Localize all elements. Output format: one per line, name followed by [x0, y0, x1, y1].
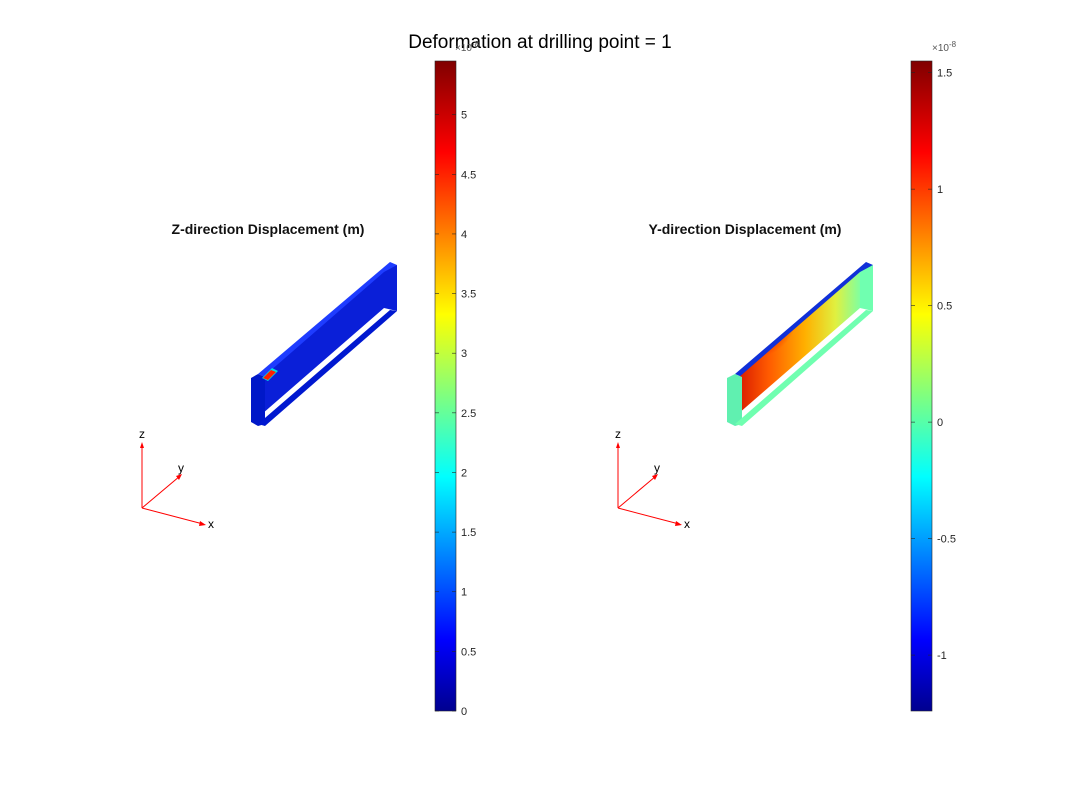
- triad-x-axis: [617, 507, 680, 525]
- figure-title: Deformation at drilling point = 1: [408, 32, 672, 53]
- triad-z-label: z: [615, 427, 621, 441]
- triad-y-label: y: [654, 461, 660, 475]
- colorbar-tick-label: 2.5: [461, 408, 476, 420]
- colorbar-tick-label: 3.5: [461, 289, 476, 301]
- colorbar: -1 -0.5 0 0.5 1 1.5 ×10-8: [910, 40, 957, 712]
- colorbar-tick-label: 0: [461, 706, 467, 718]
- panel-y-displacement: Y-direction Displacement (m) -1 -0.5 0 0.5 1…: [615, 40, 957, 712]
- axis-triad: z x y: [139, 427, 214, 531]
- beam-model: [251, 262, 397, 426]
- triad-y-axis: [141, 475, 181, 509]
- colorbar-tick-label: 1.5: [461, 527, 476, 539]
- beam-far-end: [860, 265, 873, 311]
- axis-triad: z x y: [615, 427, 690, 531]
- beam-bottom-flange: [258, 310, 397, 426]
- triad-x-axis: [141, 507, 204, 525]
- colorbar-tick-label: 1: [937, 184, 943, 196]
- colorbar-tick-label: 2: [461, 467, 467, 479]
- beam-web: [262, 272, 384, 414]
- triad-x-arrow: [675, 521, 682, 526]
- triad-z-arrow: [140, 442, 144, 448]
- colorbar-tick-label: 4: [461, 229, 467, 241]
- colorbar-gradient: [910, 60, 933, 712]
- colorbar-ticks: 0 0.5 1 1.5 2 2.5 3 3.5 4 4.5 5: [435, 110, 476, 718]
- colorbar-tick-label: 1.5: [937, 68, 952, 80]
- triad-y-arrow: [176, 474, 182, 480]
- triad-y-axis: [617, 475, 657, 509]
- hotspot-core: [263, 370, 276, 380]
- colorbar-tick-label: 5: [461, 110, 467, 122]
- colorbar-exponent: ×10-8: [455, 40, 480, 54]
- colorbar-tick-label: 3: [461, 348, 467, 360]
- colorbar-tick-label: 0: [937, 417, 943, 429]
- colorbar-ticks: -1 -0.5 0 0.5 1 1.5: [911, 68, 956, 662]
- triad-z-label: z: [139, 427, 145, 441]
- colorbar-tick-label: 4.5: [461, 169, 476, 181]
- triad-x-label: x: [684, 517, 690, 531]
- colorbar-tick-label: 0.5: [937, 301, 952, 313]
- beam-top-flange: [258, 262, 397, 377]
- beam-bottom-flange: [735, 310, 873, 426]
- colorbar-tick-label: 0.5: [461, 646, 476, 658]
- beam-far-end: [384, 265, 397, 311]
- beam-model: [727, 262, 873, 426]
- triad-x-arrow: [199, 521, 206, 526]
- colorbar-gradient: [434, 60, 457, 712]
- triad-z-arrow: [616, 442, 620, 448]
- colorbar-tick-label: -0.5: [937, 534, 956, 546]
- colorbar: 0 0.5 1 1.5 2 2.5 3 3.5 4 4.5 5 ×10-8: [434, 40, 480, 718]
- triad-x-label: x: [208, 517, 214, 531]
- triad-y-label: y: [178, 461, 184, 475]
- panel-title: Y-direction Displacement (m): [649, 221, 842, 237]
- triad-y-arrow: [652, 474, 658, 480]
- beam-web-hotspot: [738, 272, 860, 414]
- beam-end-face: [727, 374, 742, 426]
- panel-z-displacement: Z-direction Displacement (m) 0 0.5 1 1.5 2 2.…: [139, 40, 480, 718]
- panel-title: Z-direction Displacement (m): [172, 221, 365, 237]
- colorbar-tick-label: 1: [461, 587, 467, 599]
- colorbar-exponent: ×10-8: [932, 40, 957, 54]
- colorbar-tick-label: -1: [937, 650, 947, 662]
- beam-end-face: [251, 374, 265, 426]
